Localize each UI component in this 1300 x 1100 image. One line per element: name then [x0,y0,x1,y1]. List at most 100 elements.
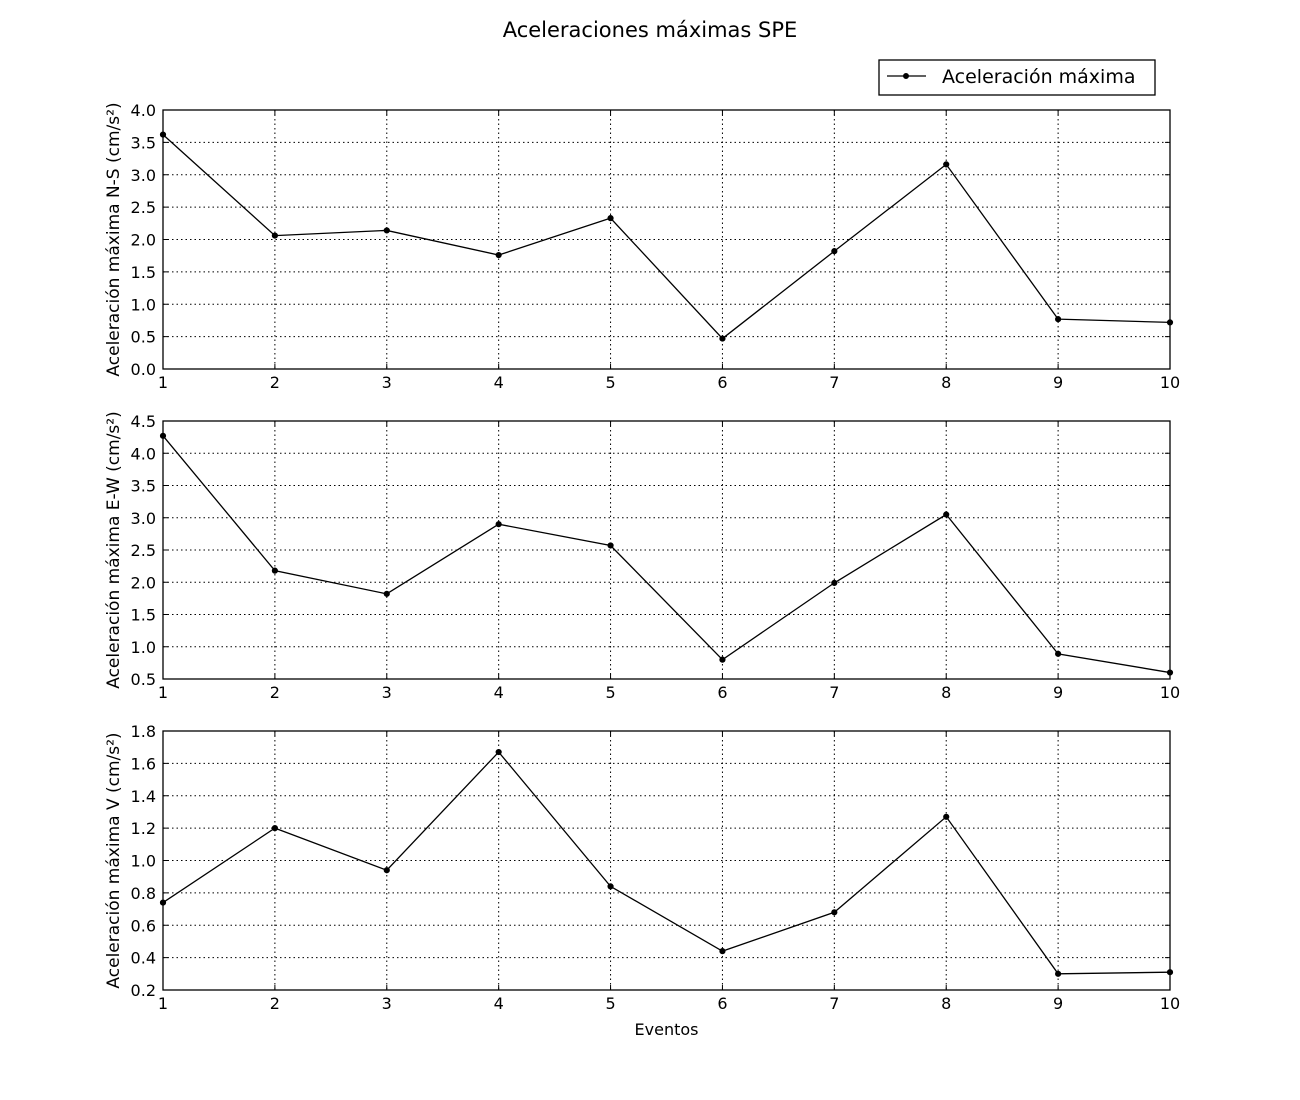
ew-point-3 [383,590,390,597]
ew-series-line [162,435,1171,674]
ew-point-10 [1166,669,1174,676]
ns-y-tick-label-9: 4.0 [131,101,156,120]
ns-x-tick-label-2: 2 [270,373,280,392]
v-x-tick-label-6: 6 [717,994,727,1013]
v-point-1 [159,899,167,906]
ns-point-9 [1055,316,1062,323]
ns-point-2 [271,232,278,239]
v-point-4 [495,748,502,756]
ns-y-tick-label-8: 3.5 [131,133,156,152]
ew-x-tick-label-6: 6 [717,683,727,702]
ew-point-4 [495,521,502,528]
v-point-7 [831,909,838,916]
ns-x-tick-label-6: 6 [717,373,727,392]
ns-series-line [162,134,1171,340]
ns-x-tick-label-3: 3 [382,373,392,392]
v-x-tick-label-7: 7 [829,994,839,1013]
ns-x-tick-label-8: 8 [941,373,951,392]
ew-point-2 [271,567,278,574]
ew-x-tick-label-5: 5 [605,683,615,702]
ew-y-axis-label: Aceleración máxima E-W (cm/s²) [104,411,124,689]
ns-x-tick-label-9: 9 [1053,373,1063,392]
ns-point-8 [943,161,950,168]
ns-y-tick-label-7: 3.0 [131,166,156,185]
ew-point-6 [719,656,726,663]
v-point-10 [1166,969,1174,976]
ew-x-tick-label-3: 3 [382,683,392,702]
ew-point-8 [943,511,950,518]
ew-x-tick-label-8: 8 [941,683,951,702]
v-y-tick-label-5: 1.0 [131,852,156,871]
ew-point-5 [607,542,614,549]
ns-point-6 [719,335,726,342]
v-x-tick-label-10: 10 [1160,994,1180,1013]
v-y-axis-label: Aceleración máxima V (cm/s²) [104,732,124,988]
ew-y-tick-label-8: 4.0 [131,444,156,463]
v-point-5 [607,883,614,890]
v-y-tick-label-2: 0.4 [131,949,156,968]
ew-y-tick-label-1: 0.5 [131,670,156,689]
ew-point-9 [1055,650,1062,657]
v-y-tick-label-6: 1.2 [131,819,156,838]
ns-y-tick-label-3: 1.0 [131,295,156,314]
v-x-tick-label-3: 3 [382,994,392,1013]
ew-x-tick-label-2: 2 [270,683,280,702]
ns-x-tick-label-10: 10 [1160,373,1180,392]
ns-x-tick-label-1: 1 [158,373,168,392]
v-y-tick-label-3: 0.6 [131,916,156,935]
ns-x-tick-label-7: 7 [829,373,839,392]
legend-marker-sample [903,73,909,79]
ns-point-5 [607,215,614,222]
ew-x-tick-label-10: 10 [1160,683,1180,702]
ns-y-tick-label-5: 2.0 [131,231,156,250]
chart-title: Aceleraciones máximas SPE [503,18,798,42]
ns-y-tick-label-1: 0.0 [131,360,156,379]
ns-point-4 [495,251,502,259]
ew-point-7 [831,579,838,586]
legend: Aceleración máxima [878,59,1156,96]
subplot-ew: 1 2 3 4 5 6 7 8 9 10 0.5 1.0 1.5 2.0 2.5 3.0 3.5 4.0 4.5 Ac… [104,411,1180,702]
v-point-2 [271,825,278,832]
ew-point-1 [159,432,167,439]
v-point-9 [1055,970,1062,977]
ew-y-tick-label-9: 4.5 [131,412,156,431]
legend-entry-label: Aceleración máxima [942,66,1135,88]
v-point-6 [719,948,726,955]
ew-y-tick-label-5: 2.5 [131,541,156,560]
ew-y-tick-label-7: 3.5 [131,477,156,496]
ew-x-tick-label-7: 7 [829,683,839,702]
ns-point-1 [159,131,167,138]
legend-frame [878,59,1156,96]
v-x-tick-label-9: 9 [1053,994,1063,1013]
ns-y-tick-label-2: 0.5 [131,328,156,347]
ew-x-tick-label-1: 1 [158,683,168,702]
v-x-tick-label-1: 1 [158,994,168,1013]
subplot-v: 1 2 3 4 5 6 7 8 9 10 0.2 0.4 0.6 0.8 1.0 1.2 1.4 1.6 1.8 Ac… [104,722,1180,1039]
v-point-8 [943,813,950,820]
ew-y-tick-label-2: 1.0 [131,638,156,657]
ew-y-tick-label-4: 2.0 [131,573,156,592]
ns-point-7 [831,248,838,255]
ns-point-3 [383,227,390,234]
v-y-tick-label-7: 1.4 [131,787,156,806]
v-x-tick-label-2: 2 [270,994,280,1013]
v-y-tick-label-4: 0.8 [131,884,156,903]
v-x-tick-label-5: 5 [605,994,615,1013]
ns-point-10 [1166,319,1174,326]
ew-y-tick-label-3: 1.5 [131,606,156,625]
v-x-axis-label: Eventos [635,1020,699,1039]
v-point-3 [383,867,390,874]
v-y-tick-label-1: 0.2 [131,981,156,1000]
ew-x-tick-label-4: 4 [494,683,504,702]
ew-x-tick-label-9: 9 [1053,683,1063,702]
v-y-tick-label-9: 1.8 [131,722,156,741]
v-x-tick-label-8: 8 [941,994,951,1013]
subplot-ns: 1 2 3 4 5 6 7 8 9 10 0.0 0.5 1.0 1.5 2.0 2.5 3.0 3.5 4.0 Ac… [104,101,1180,392]
ns-x-tick-label-4: 4 [494,373,504,392]
v-y-tick-label-8: 1.6 [131,754,156,773]
v-series-line [162,751,1171,975]
ew-y-tick-label-6: 3.0 [131,509,156,528]
v-x-tick-label-4: 4 [494,994,504,1013]
ns-y-tick-label-6: 2.5 [131,198,156,217]
